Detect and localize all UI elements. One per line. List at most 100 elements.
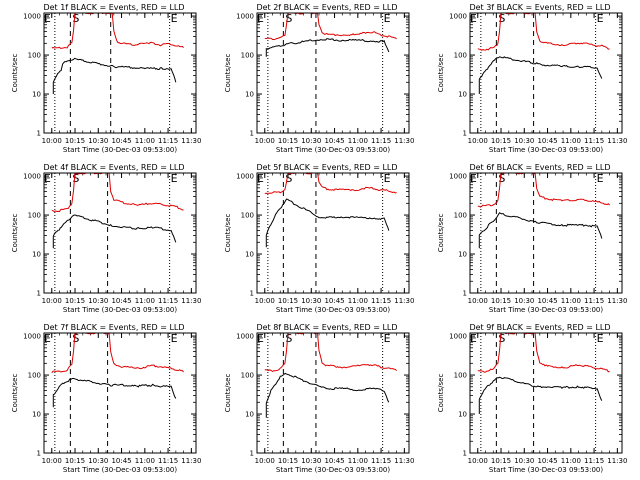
y-tick-label: 1 <box>250 130 254 138</box>
y-tick-label: 1000 <box>23 333 41 341</box>
y-tick-label: 100 <box>241 52 254 60</box>
lld-series-line <box>264 333 397 372</box>
x-tick-label: 11:00 <box>561 137 581 145</box>
x-tick-label: 11:30 <box>607 137 627 145</box>
events-series-line <box>478 212 603 249</box>
x-tick-label: 11:30 <box>181 297 201 305</box>
x-tick-label: 11:15 <box>158 137 178 145</box>
panel-6: Det 6f BLACK = Events, RED = LLD 1 10 100 10… <box>437 163 627 314</box>
y-tick-label: 10 <box>245 91 254 99</box>
marker-label: S <box>285 172 292 185</box>
x-tick-label: 11:30 <box>181 137 201 145</box>
x-tick-label: 11:15 <box>584 457 604 465</box>
panel-title: Det 5f BLACK = Events, RED = LLD <box>256 163 397 172</box>
plot-frame <box>43 172 197 294</box>
y-tick-label: 1000 <box>236 333 254 341</box>
x-tick-label: 10:30 <box>88 297 108 305</box>
y-tick-label: 10 <box>32 411 41 419</box>
x-tick-label: 11:15 <box>584 297 604 305</box>
marker-label: S <box>285 332 292 345</box>
panel-9: Det 9f BLACK = Events, RED = LLD 1 10 100 10… <box>437 323 627 474</box>
y-tick-label: 100 <box>28 212 41 220</box>
x-tick-label: 10:15 <box>65 137 85 145</box>
y-tick-label: 1000 <box>449 13 467 21</box>
y-tick-label: 1 <box>463 450 467 458</box>
x-tick-label: 11:30 <box>607 297 627 305</box>
x-tick-label: 10:00 <box>468 297 488 305</box>
events-series-line <box>478 376 603 414</box>
x-tick-label: 10:45 <box>324 297 344 305</box>
x-tick-label: 10:00 <box>42 457 62 465</box>
x-axis-label: Start Time (30-Dec-03 09:53:00) <box>489 146 603 154</box>
x-tick-label: 11:15 <box>158 457 178 465</box>
y-tick-label: 100 <box>28 372 41 380</box>
y-tick-label: 10 <box>458 91 467 99</box>
lld-series-line <box>477 13 610 51</box>
marker-label: S <box>72 172 79 185</box>
plot-frame <box>43 332 197 454</box>
panel-1: Det 1f BLACK = Events, RED = LLD 1 10 100 10… <box>11 3 201 154</box>
y-tick-label: 10 <box>32 91 41 99</box>
marker-label: S <box>498 172 505 185</box>
x-tick-label: 10:15 <box>278 297 298 305</box>
x-tick-label: 10:45 <box>111 297 131 305</box>
panel-title: Det 4f BLACK = Events, RED = LLD <box>43 163 184 172</box>
y-axis-label: Counts/sec <box>224 54 232 93</box>
panel-title: Det 1f BLACK = Events, RED = LLD <box>43 3 184 12</box>
marker-label: E <box>470 172 477 185</box>
x-tick-label: 10:30 <box>514 137 534 145</box>
events-series-line <box>265 198 390 248</box>
y-tick-label: 1 <box>37 450 41 458</box>
x-tick-label: 11:00 <box>348 457 368 465</box>
y-axis-label: Counts/sec <box>437 374 445 413</box>
marker-label: S <box>72 12 79 25</box>
x-tick-label: 10:45 <box>111 137 131 145</box>
events-series-line <box>52 377 177 408</box>
x-tick-label: 11:30 <box>394 457 414 465</box>
x-tick-label: 10:00 <box>468 457 488 465</box>
plot-frame <box>469 172 623 294</box>
x-tick-label: 11:00 <box>561 297 581 305</box>
x-tick-label: 10:00 <box>42 137 62 145</box>
events-series-line <box>265 38 390 57</box>
marker-label: E <box>171 332 178 345</box>
marker-label: E <box>44 332 51 345</box>
events-series-line <box>52 57 177 94</box>
y-tick-label: 10 <box>245 251 254 259</box>
panel-title: Det 6f BLACK = Events, RED = LLD <box>469 163 610 172</box>
plot-frame <box>43 12 197 134</box>
x-tick-label: 11:15 <box>371 297 391 305</box>
x-axis-label: Start Time (30-Dec-03 09:53:00) <box>276 146 390 154</box>
x-tick-label: 10:30 <box>88 137 108 145</box>
marker-label: E <box>44 12 51 25</box>
plot-frame <box>256 332 410 454</box>
y-axis-label: Counts/sec <box>437 214 445 253</box>
marker-label: E <box>384 12 391 25</box>
plot-frame <box>256 12 410 134</box>
panel-title: Det 9f BLACK = Events, RED = LLD <box>469 323 610 332</box>
x-tick-label: 10:15 <box>65 297 85 305</box>
x-tick-label: 10:15 <box>278 137 298 145</box>
y-tick-label: 100 <box>28 52 41 60</box>
x-tick-label: 11:00 <box>135 137 155 145</box>
x-tick-label: 11:00 <box>348 137 368 145</box>
lld-series-line <box>477 333 610 373</box>
x-tick-label: 10:45 <box>537 457 557 465</box>
lld-series-line <box>51 173 184 213</box>
y-tick-label: 1 <box>37 290 41 298</box>
x-axis-label: Start Time (30-Dec-03 09:53:00) <box>276 306 390 314</box>
plot-frame <box>256 172 410 294</box>
panel-4: Det 4f BLACK = Events, RED = LLD 1 10 100 10… <box>11 163 201 314</box>
x-tick-label: 11:15 <box>584 137 604 145</box>
x-tick-label: 11:15 <box>158 297 178 305</box>
marker-label: E <box>384 172 391 185</box>
x-tick-label: 11:30 <box>394 137 414 145</box>
x-tick-label: 10:00 <box>255 137 275 145</box>
x-tick-label: 10:15 <box>491 297 511 305</box>
panel-2: Det 2f BLACK = Events, RED = LLD 1 10 100 10… <box>224 3 414 154</box>
x-axis-label: Start Time (30-Dec-03 09:53:00) <box>63 306 177 314</box>
x-tick-label: 10:30 <box>514 297 534 305</box>
x-tick-label: 10:00 <box>255 457 275 465</box>
x-tick-label: 10:15 <box>278 457 298 465</box>
